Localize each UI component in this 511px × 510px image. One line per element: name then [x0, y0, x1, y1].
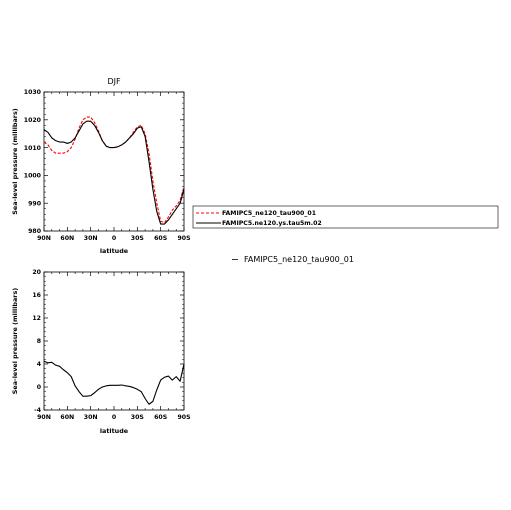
bottom-legend-label: FAMIPC5_ne120_tau900_01 — [244, 255, 354, 264]
y-tick-label: 1010 — [24, 145, 42, 152]
bottom-panel: Sea-level pressure (millibars) latitude … — [11, 269, 191, 435]
x-tick-label: 90S — [177, 414, 190, 421]
top-xlabel: latitude — [100, 247, 129, 255]
x-tick-label: 0 — [112, 235, 117, 242]
top-panel: DJF Sea-level pressure (millibars) latit… — [11, 77, 191, 255]
y-tick-label: 1000 — [24, 173, 42, 180]
y-tick-label: -4 — [34, 407, 42, 414]
x-tick-label: 30N — [84, 235, 98, 242]
x-tick-label: 30S — [131, 414, 144, 421]
x-tick-label: 30S — [131, 235, 144, 242]
x-tick-label: 90N — [37, 235, 51, 242]
legend-label-series-1: FAMIPC5_ne120_tau900_01 — [222, 210, 316, 217]
y-tick-label: 0 — [37, 384, 42, 391]
x-tick-label: 60N — [60, 414, 74, 421]
x-tick-label: 30N — [84, 414, 98, 421]
y-tick-label: 12 — [32, 315, 41, 322]
bottom-ylabel: Sea-level pressure (millibars) — [11, 288, 19, 394]
top-title: DJF — [107, 77, 121, 86]
series-line-1 — [43, 360, 185, 405]
top-ticks: 90N 60N 30N 0 30S 60S 90S 980 990 1000 1010 1020 103… — [24, 89, 191, 242]
bottom-ticks: 90N 60N 30N 0 30S 60S 90S -4 0 4 8 12 16 20 — [32, 269, 190, 421]
bottom-legend: FAMIPC5_ne120_tau900_01 — [232, 255, 354, 264]
top-legend-box — [192, 205, 499, 229]
legend-label-series-2: FAMIPC5.ne120.ys.tau5m.02 — [222, 220, 322, 227]
series-line-2 — [43, 120, 185, 225]
y-tick-label: 20 — [32, 269, 41, 276]
top-legend: FAMIPC5_ne120_tau900_01 FAMIPC5.ne120.ys… — [192, 205, 499, 229]
x-tick-label: 60S — [154, 235, 167, 242]
x-tick-label: 60N — [60, 235, 74, 242]
y-tick-label: 16 — [32, 292, 41, 299]
y-tick-label: 4 — [37, 361, 42, 368]
bottom-xlabel: latitude — [100, 427, 129, 435]
y-tick-label: 1020 — [24, 117, 42, 124]
x-tick-label: 0 — [112, 414, 117, 421]
x-tick-label: 90N — [37, 414, 51, 421]
y-tick-label: 990 — [28, 200, 42, 207]
y-tick-label: 1030 — [24, 89, 42, 96]
y-tick-label: 980 — [28, 228, 42, 235]
x-tick-label: 90S — [177, 235, 190, 242]
bottom-series — [43, 360, 185, 405]
x-tick-label: 60S — [154, 414, 167, 421]
bottom-plot-frame — [43, 271, 185, 411]
top-ylabel: Sea-level pressure (millibars) — [11, 108, 19, 214]
series-line-1 — [43, 116, 185, 224]
top-plot-frame — [43, 91, 185, 232]
y-tick-label: 8 — [37, 338, 41, 345]
top-series — [43, 116, 185, 225]
